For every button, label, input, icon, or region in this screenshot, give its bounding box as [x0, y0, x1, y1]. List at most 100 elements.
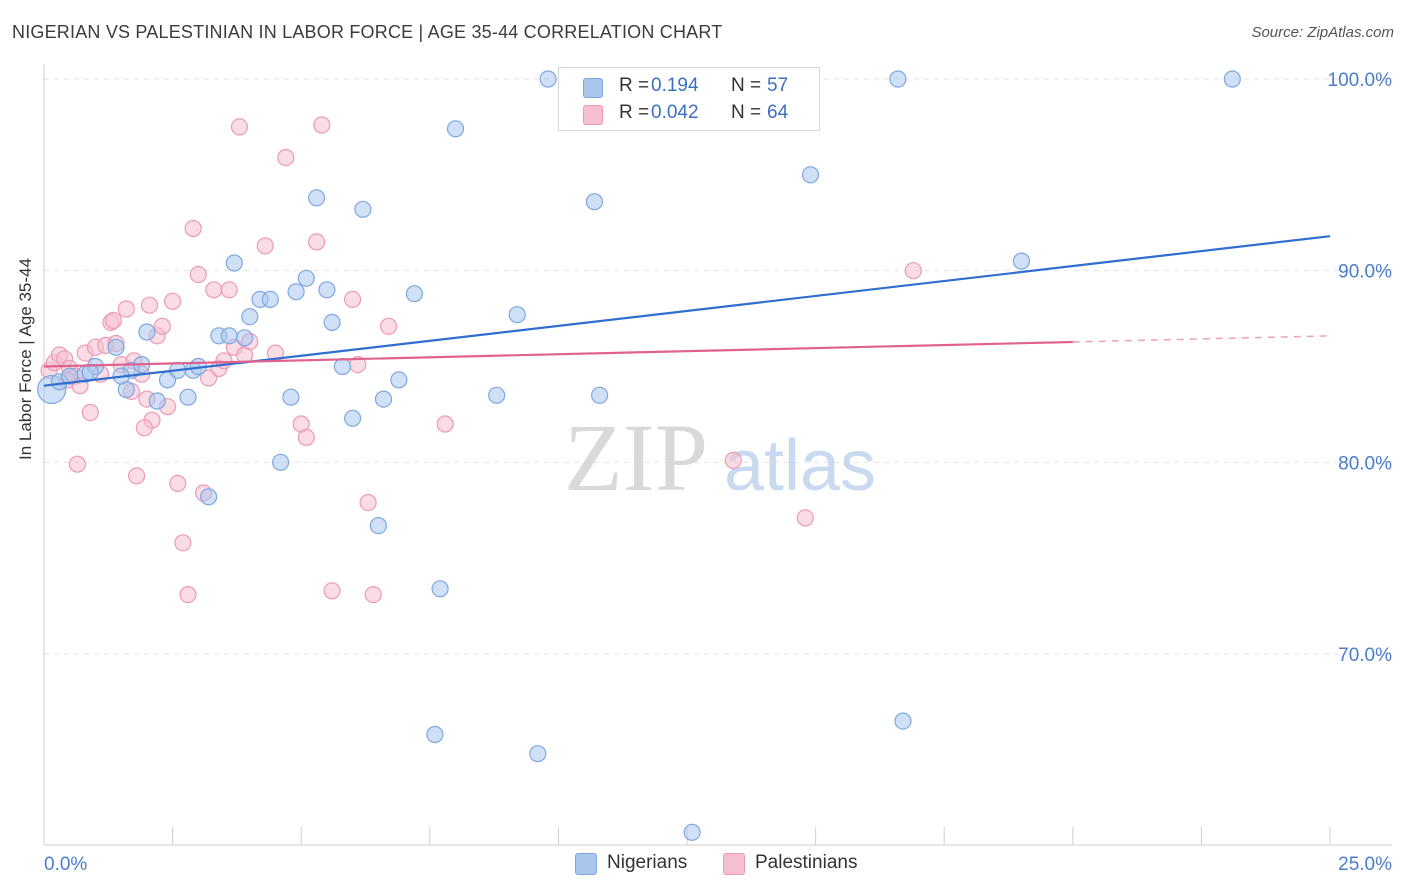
- nigerian-point: [308, 189, 326, 207]
- palestinian-point: [380, 317, 398, 335]
- n-value: 57: [767, 75, 789, 96]
- nigerian-point: [801, 166, 820, 184]
- source-label: Source: ZipAtlas.com: [1251, 24, 1394, 41]
- nigerians-legend-swatch: [575, 853, 597, 875]
- palestinian-point: [904, 262, 922, 280]
- palestinian-point: [220, 281, 238, 299]
- palestinian-point: [359, 494, 377, 512]
- palestinian-point: [256, 237, 274, 255]
- nigerian-point: [179, 388, 197, 406]
- palestinian-point: [230, 118, 249, 136]
- watermark: ZIP atlas: [564, 404, 876, 511]
- palestinian-point: [344, 290, 362, 308]
- palestinian-point: [140, 296, 159, 314]
- n-label: N =: [731, 75, 762, 96]
- nigerian-point: [138, 323, 156, 341]
- nigerian-point: [590, 386, 609, 404]
- palestinian-point: [104, 311, 123, 330]
- r-value: 0.042: [651, 102, 699, 123]
- palestinians-legend-swatch: [723, 853, 745, 875]
- r-label: R =: [619, 75, 650, 96]
- n-label: N =: [731, 102, 762, 123]
- palestinian-point: [117, 300, 135, 318]
- chart-title: NIGERIAN VS PALESTINIAN IN LABOR FORCE |…: [12, 22, 723, 42]
- palestinian-point: [724, 451, 742, 469]
- x-tick-label-min: 0.0%: [44, 854, 87, 875]
- nigerian-point: [323, 313, 341, 331]
- nigerian-point: [236, 329, 254, 347]
- y-tick-label: 80.0%: [1338, 453, 1392, 474]
- nigerian-point: [107, 338, 125, 356]
- y-axis-label: In Labor Force | Age 35-44: [16, 258, 35, 460]
- palestinians-trend-line-dashed: [1072, 335, 1331, 343]
- nigerian-point: [200, 488, 218, 506]
- palestinian-point: [297, 428, 315, 446]
- nigerian-point: [508, 306, 526, 324]
- nigerians-points: [37, 70, 1241, 841]
- palestinians-points: [40, 70, 922, 604]
- nigerian-point: [539, 70, 557, 88]
- palestinian-point: [277, 149, 295, 167]
- palestinian-point: [436, 415, 454, 433]
- nigerian-point: [426, 725, 444, 744]
- r-value: 0.194: [651, 75, 699, 96]
- palestinian-point: [135, 419, 153, 437]
- palestinians-trend-line: [43, 340, 1073, 368]
- palestinian-point: [169, 474, 187, 492]
- nigerian-point: [1223, 70, 1241, 88]
- nigerian-point: [220, 327, 238, 345]
- palestinian-point: [174, 534, 192, 552]
- palestinian-point: [164, 292, 182, 310]
- nigerian-point: [287, 283, 305, 301]
- n-value: 64: [767, 102, 789, 123]
- nigerian-point: [889, 70, 907, 88]
- trend-lines: [43, 235, 1331, 387]
- palestinian-point: [68, 455, 87, 473]
- nigerian-point: [529, 745, 547, 763]
- palestinian-point: [153, 317, 171, 335]
- palestinians-swatch: [583, 105, 603, 125]
- gridlines: [44, 78, 1392, 655]
- nigerian-point: [585, 193, 604, 211]
- stats-legend: R = 0.194 N = 57 R = 0.042 N = 64: [558, 67, 820, 131]
- nigerian-point: [148, 392, 166, 410]
- legend-label-palestinians: Palestinians: [755, 852, 858, 873]
- nigerian-point: [374, 390, 393, 408]
- y-tick-label: 90.0%: [1338, 262, 1392, 283]
- nigerian-point: [318, 281, 336, 299]
- x-tick-label-max: 25.0%: [1338, 854, 1392, 875]
- nigerian-point: [344, 409, 362, 427]
- y-tick-label: 70.0%: [1338, 645, 1392, 666]
- nigerian-point: [683, 823, 701, 841]
- palestinian-point: [189, 265, 207, 284]
- nigerian-point: [488, 386, 506, 404]
- palestinian-point: [796, 509, 814, 527]
- series-legend: Nigerians Palestinians: [0, 851, 1406, 879]
- nigerian-point: [446, 120, 465, 138]
- nigerian-point: [369, 516, 387, 535]
- nigerian-point: [272, 453, 290, 471]
- r-label: R =: [619, 102, 650, 123]
- nigerians-swatch: [583, 78, 603, 98]
- legend-label-nigerians: Nigerians: [607, 852, 688, 873]
- palestinian-point: [205, 281, 223, 299]
- palestinian-point: [364, 585, 382, 604]
- nigerian-point: [225, 254, 243, 272]
- palestinian-point: [81, 403, 99, 422]
- nigerian-point: [241, 308, 259, 326]
- palestinian-point: [128, 467, 146, 485]
- nigerian-point: [405, 285, 423, 303]
- watermark-atlas: atlas: [724, 426, 876, 506]
- palestinian-point: [184, 219, 202, 238]
- palestinian-point: [179, 585, 197, 604]
- nigerian-point: [431, 580, 449, 598]
- nigerian-point: [894, 712, 912, 730]
- nigerian-point: [261, 290, 279, 308]
- palestinian-point: [308, 233, 326, 251]
- nigerian-point: [1012, 252, 1031, 270]
- nigerian-point: [333, 357, 351, 376]
- nigerian-point: [390, 371, 408, 389]
- tick-labels: 70.0% 80.0% 90.0% 100.0% 0.0% 25.0%: [44, 70, 1392, 875]
- nigerian-point: [297, 269, 315, 287]
- nigerian-point: [354, 200, 372, 218]
